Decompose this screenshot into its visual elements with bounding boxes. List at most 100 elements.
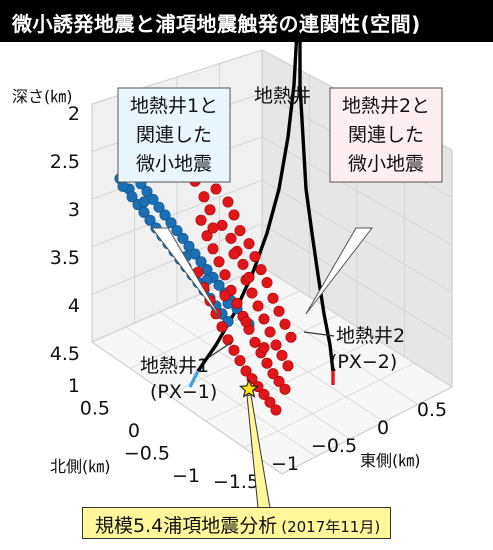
x-tick-label: −0.5 [311, 435, 357, 457]
box1-pointer [150, 227, 223, 321]
quake-point-px1 [138, 196, 150, 208]
well1-label-code: (PX−1) [150, 381, 217, 403]
quake-point-px2 [255, 264, 267, 276]
quake-point-px2 [216, 321, 228, 333]
quake-point-px2 [246, 287, 258, 299]
quake-point-px2 [234, 225, 246, 237]
quake-point-px2 [240, 316, 252, 328]
x-tick-label: −1.5 [213, 471, 259, 493]
axis-titles: 深さ(㎞) 北側(㎞) 東側(㎞) [12, 87, 421, 476]
box1-line: 地熱井1と [130, 95, 218, 117]
x-tick-label: −1 [271, 453, 299, 475]
well1-leader [207, 341, 233, 359]
quake-point-px2 [240, 365, 252, 377]
quake-point-px2 [249, 251, 261, 263]
quake-point-px1 [117, 180, 129, 192]
x-axis-title: 東側(㎞) [360, 451, 421, 470]
quake-point-px2 [258, 313, 270, 325]
well2-leader [303, 331, 335, 337]
quake-point-px2 [213, 256, 225, 268]
quake-point-px2 [264, 396, 276, 408]
quake-point-px2 [207, 243, 219, 255]
quake-point-px2 [219, 269, 231, 281]
quake-point-px2 [195, 214, 207, 226]
quake-point-px2 [285, 331, 297, 343]
box1 [117, 87, 231, 183]
z-tick-label: 4 [68, 295, 80, 317]
quake-point-px2 [282, 360, 294, 372]
z-tick-label: 2.5 [50, 151, 80, 173]
box1-line: 微小地震 [136, 153, 212, 175]
quake-point-px1 [171, 225, 183, 237]
quake-point-px2 [270, 339, 282, 351]
quake-point-px2 [258, 388, 270, 400]
grid-line-floor [129, 290, 301, 369]
y-axis-title: 北側(㎞) [50, 457, 111, 476]
quake-point-px1 [144, 214, 156, 226]
grid-line-floor [125, 326, 317, 458]
quake-point-px2 [204, 204, 216, 216]
quake-point-px2 [273, 305, 285, 317]
well-path-1 [196, 42, 299, 372]
well-1-tip [188, 370, 200, 388]
quake-point-px2 [210, 183, 222, 195]
quake-point-px1 [195, 256, 207, 268]
z-tick-label: 4.5 [50, 343, 80, 365]
figure-title: 微小誘発地震と浦項地震触発の連関性(空間) [0, 0, 493, 42]
z-tick-label: 3 [68, 199, 80, 221]
y-tick-label: 1 [68, 375, 80, 397]
quake-point-px1 [159, 209, 171, 221]
well2-label: 地熱井2 [336, 325, 405, 347]
box2-line: 地熱井2と [342, 95, 430, 117]
quake-point-px2 [276, 349, 288, 361]
box2-line: 関連した [348, 124, 424, 146]
quake-point-px2 [273, 375, 285, 387]
quake-point-px1 [141, 186, 153, 198]
quake-point-px2 [249, 336, 261, 348]
x-tick-label: 0 [377, 417, 389, 439]
caption-box: 規模5.4浦項地震分析 (2017年11月) [82, 507, 392, 539]
well-title-label: 地熱井 [254, 85, 311, 107]
box2 [329, 87, 443, 183]
quake-point-px2 [210, 308, 222, 320]
quake-point-px2 [201, 230, 213, 242]
grid-line-floor [167, 314, 339, 396]
quake-point-px2 [207, 222, 219, 234]
quake-point-px2 [225, 232, 237, 244]
box2-line: 微小地震 [348, 153, 424, 175]
quake-point-px1 [183, 240, 195, 252]
chart-3d-scatter: 22.533.544.510.50−0.5−1 −1.5−1−0.500.5 深さ… [12, 42, 454, 508]
quake-point-px2 [267, 368, 279, 380]
quake-point-px2 [228, 248, 240, 260]
caption-text: 規模5.4浦項地震分析 [95, 515, 278, 537]
quake-point-px1 [177, 232, 189, 244]
z-axis-title: 深さ(㎞) [12, 87, 73, 106]
quake-point-px2 [279, 383, 291, 395]
quake-point-px2 [264, 326, 276, 338]
z-tick-label: 2 [68, 103, 80, 125]
well1-label: 地熱井1 [140, 355, 209, 377]
quake-point-px2 [243, 238, 255, 250]
quake-point-px2 [258, 342, 270, 354]
z-tick-label: 3.5 [50, 247, 80, 269]
quake-point-px2 [270, 404, 282, 416]
quake-point-px2 [231, 297, 243, 309]
y-tick-label: −0.5 [124, 443, 170, 465]
y-tick-label: 0 [128, 420, 140, 442]
quake-point-px1 [213, 279, 225, 291]
quake-point-px1 [165, 217, 177, 229]
quake-point-px2 [267, 292, 279, 304]
quake-point-px2 [261, 357, 273, 369]
quake-point-px2 [228, 344, 240, 356]
quake-point-px2 [219, 290, 231, 302]
quake-point-px2 [237, 258, 249, 270]
y-tick-label: −1 [172, 465, 200, 487]
caption-date: (2017年11月) [281, 518, 381, 536]
grid-line-depth [91, 223, 453, 341]
quake-point-px2 [198, 191, 210, 203]
quake-point-px2 [234, 355, 246, 367]
quake-point-px2 [222, 334, 234, 346]
well2-label-code: (PX−2) [330, 351, 397, 373]
quake-point-px2 [222, 196, 234, 208]
